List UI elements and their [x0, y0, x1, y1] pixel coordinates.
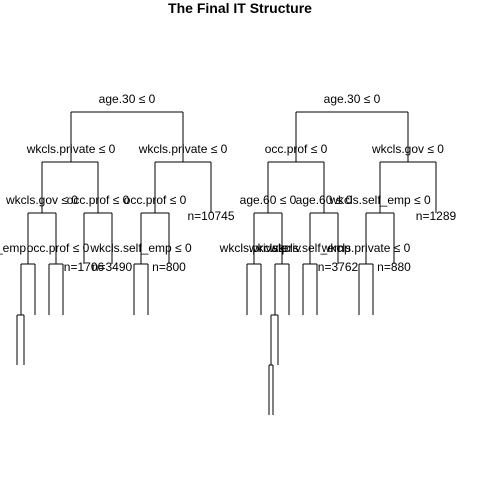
- left-leaf-count: n=800: [152, 260, 186, 274]
- right-node-label: occ.prof ≤ 0: [265, 142, 328, 156]
- right-tree-edges: [246, 111, 437, 415]
- left-node-label: occ.prof ≤ 0: [124, 193, 187, 207]
- left-leaf-count: n=3490: [92, 260, 133, 274]
- left-node-label: occ.prof ≤ 0: [27, 241, 90, 255]
- left-node-label: wkcls.private ≤ 0: [26, 142, 116, 156]
- left-root-label: age.30 ≤ 0: [99, 92, 156, 106]
- right-node-label: wkcls.private: [219, 241, 289, 255]
- right-leaf-count: n=880: [377, 260, 411, 274]
- right-node-label: wkcls.priv: [248, 241, 301, 255]
- diagram-title: The Final IT Structure: [168, 0, 312, 16]
- left-node-label: occ.prof ≤ 0: [67, 193, 130, 207]
- left-node-label: wkcls.self_emp ≤ 0: [89, 241, 192, 255]
- right-node-label: wkcls.self_emp ≤ 0: [328, 193, 431, 207]
- left-leaf-count: n=1706: [64, 260, 105, 274]
- right-node-label: wkcls.self_emp: [268, 241, 351, 255]
- right-node-label: wkcls.private ≤ 0: [321, 241, 411, 255]
- left-node-label: wkcls.private ≤ 0: [138, 142, 228, 156]
- right-root-label: age.30 ≤ 0: [324, 92, 381, 106]
- right-leaf-count: n=1289: [416, 209, 457, 223]
- left-tree-edges: [16, 111, 212, 365]
- left-leaf-count: n=10745: [187, 209, 234, 223]
- right-leaf-count: n=3762: [318, 260, 359, 274]
- left-node-label: wkcls.gov ≤ 0: [5, 193, 78, 207]
- right-tree-labels: age.30 ≤ 0 occ.prof ≤ 0 wkcls.gov ≤ 0 ag…: [219, 92, 457, 274]
- right-node-label: wkcls.gov ≤ 0: [371, 142, 444, 156]
- left-node-label: s.self_emp: [0, 241, 26, 255]
- right-node-label: age.60 ≤ 0: [296, 193, 353, 207]
- left-tree-labels: age.30 ≤ 0 wkcls.private ≤ 0 wkcls.priva…: [0, 92, 235, 274]
- right-node-label: age.60 ≤ 0: [240, 193, 297, 207]
